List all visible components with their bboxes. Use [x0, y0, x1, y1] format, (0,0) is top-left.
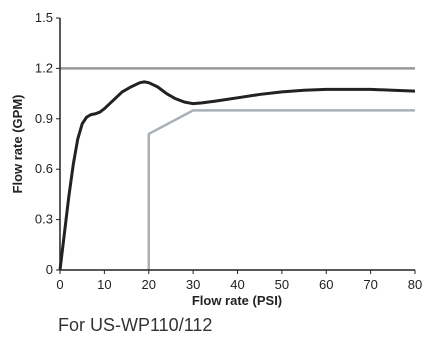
x-tick-label: 60	[319, 277, 333, 292]
y-tick-label: 0.3	[35, 212, 53, 227]
x-axis-title: Flow rate (PSI)	[192, 293, 282, 308]
y-tick-label: 0.6	[35, 161, 53, 176]
y-tick-label: 0	[46, 262, 53, 277]
x-tick-label: 40	[230, 277, 244, 292]
series-layer	[58, 67, 416, 271]
y-tick-label: 0.9	[35, 111, 53, 126]
y-tick-label: 1.5	[35, 10, 53, 25]
x-tick-label: 50	[275, 277, 289, 292]
x-tick-label: 20	[142, 277, 156, 292]
series-line-1	[58, 80, 416, 271]
x-tick-label: 10	[97, 277, 111, 292]
x-tick-label: 30	[186, 277, 200, 292]
y-axis-title: Flow rate (GPM)	[10, 95, 25, 194]
y-tick-label: 1.2	[35, 60, 53, 75]
x-tick-label: 0	[56, 277, 63, 292]
ticks-layer: 0 10 20 30 40 50 60 70 80 0 0.3 0.6 0.9 1.2 1.5	[35, 10, 422, 292]
x-tick-label: 80	[408, 277, 422, 292]
chart-caption: For US-WP110/112	[58, 315, 213, 335]
series-line-3	[147, 109, 415, 270]
x-tick-label: 70	[363, 277, 377, 292]
